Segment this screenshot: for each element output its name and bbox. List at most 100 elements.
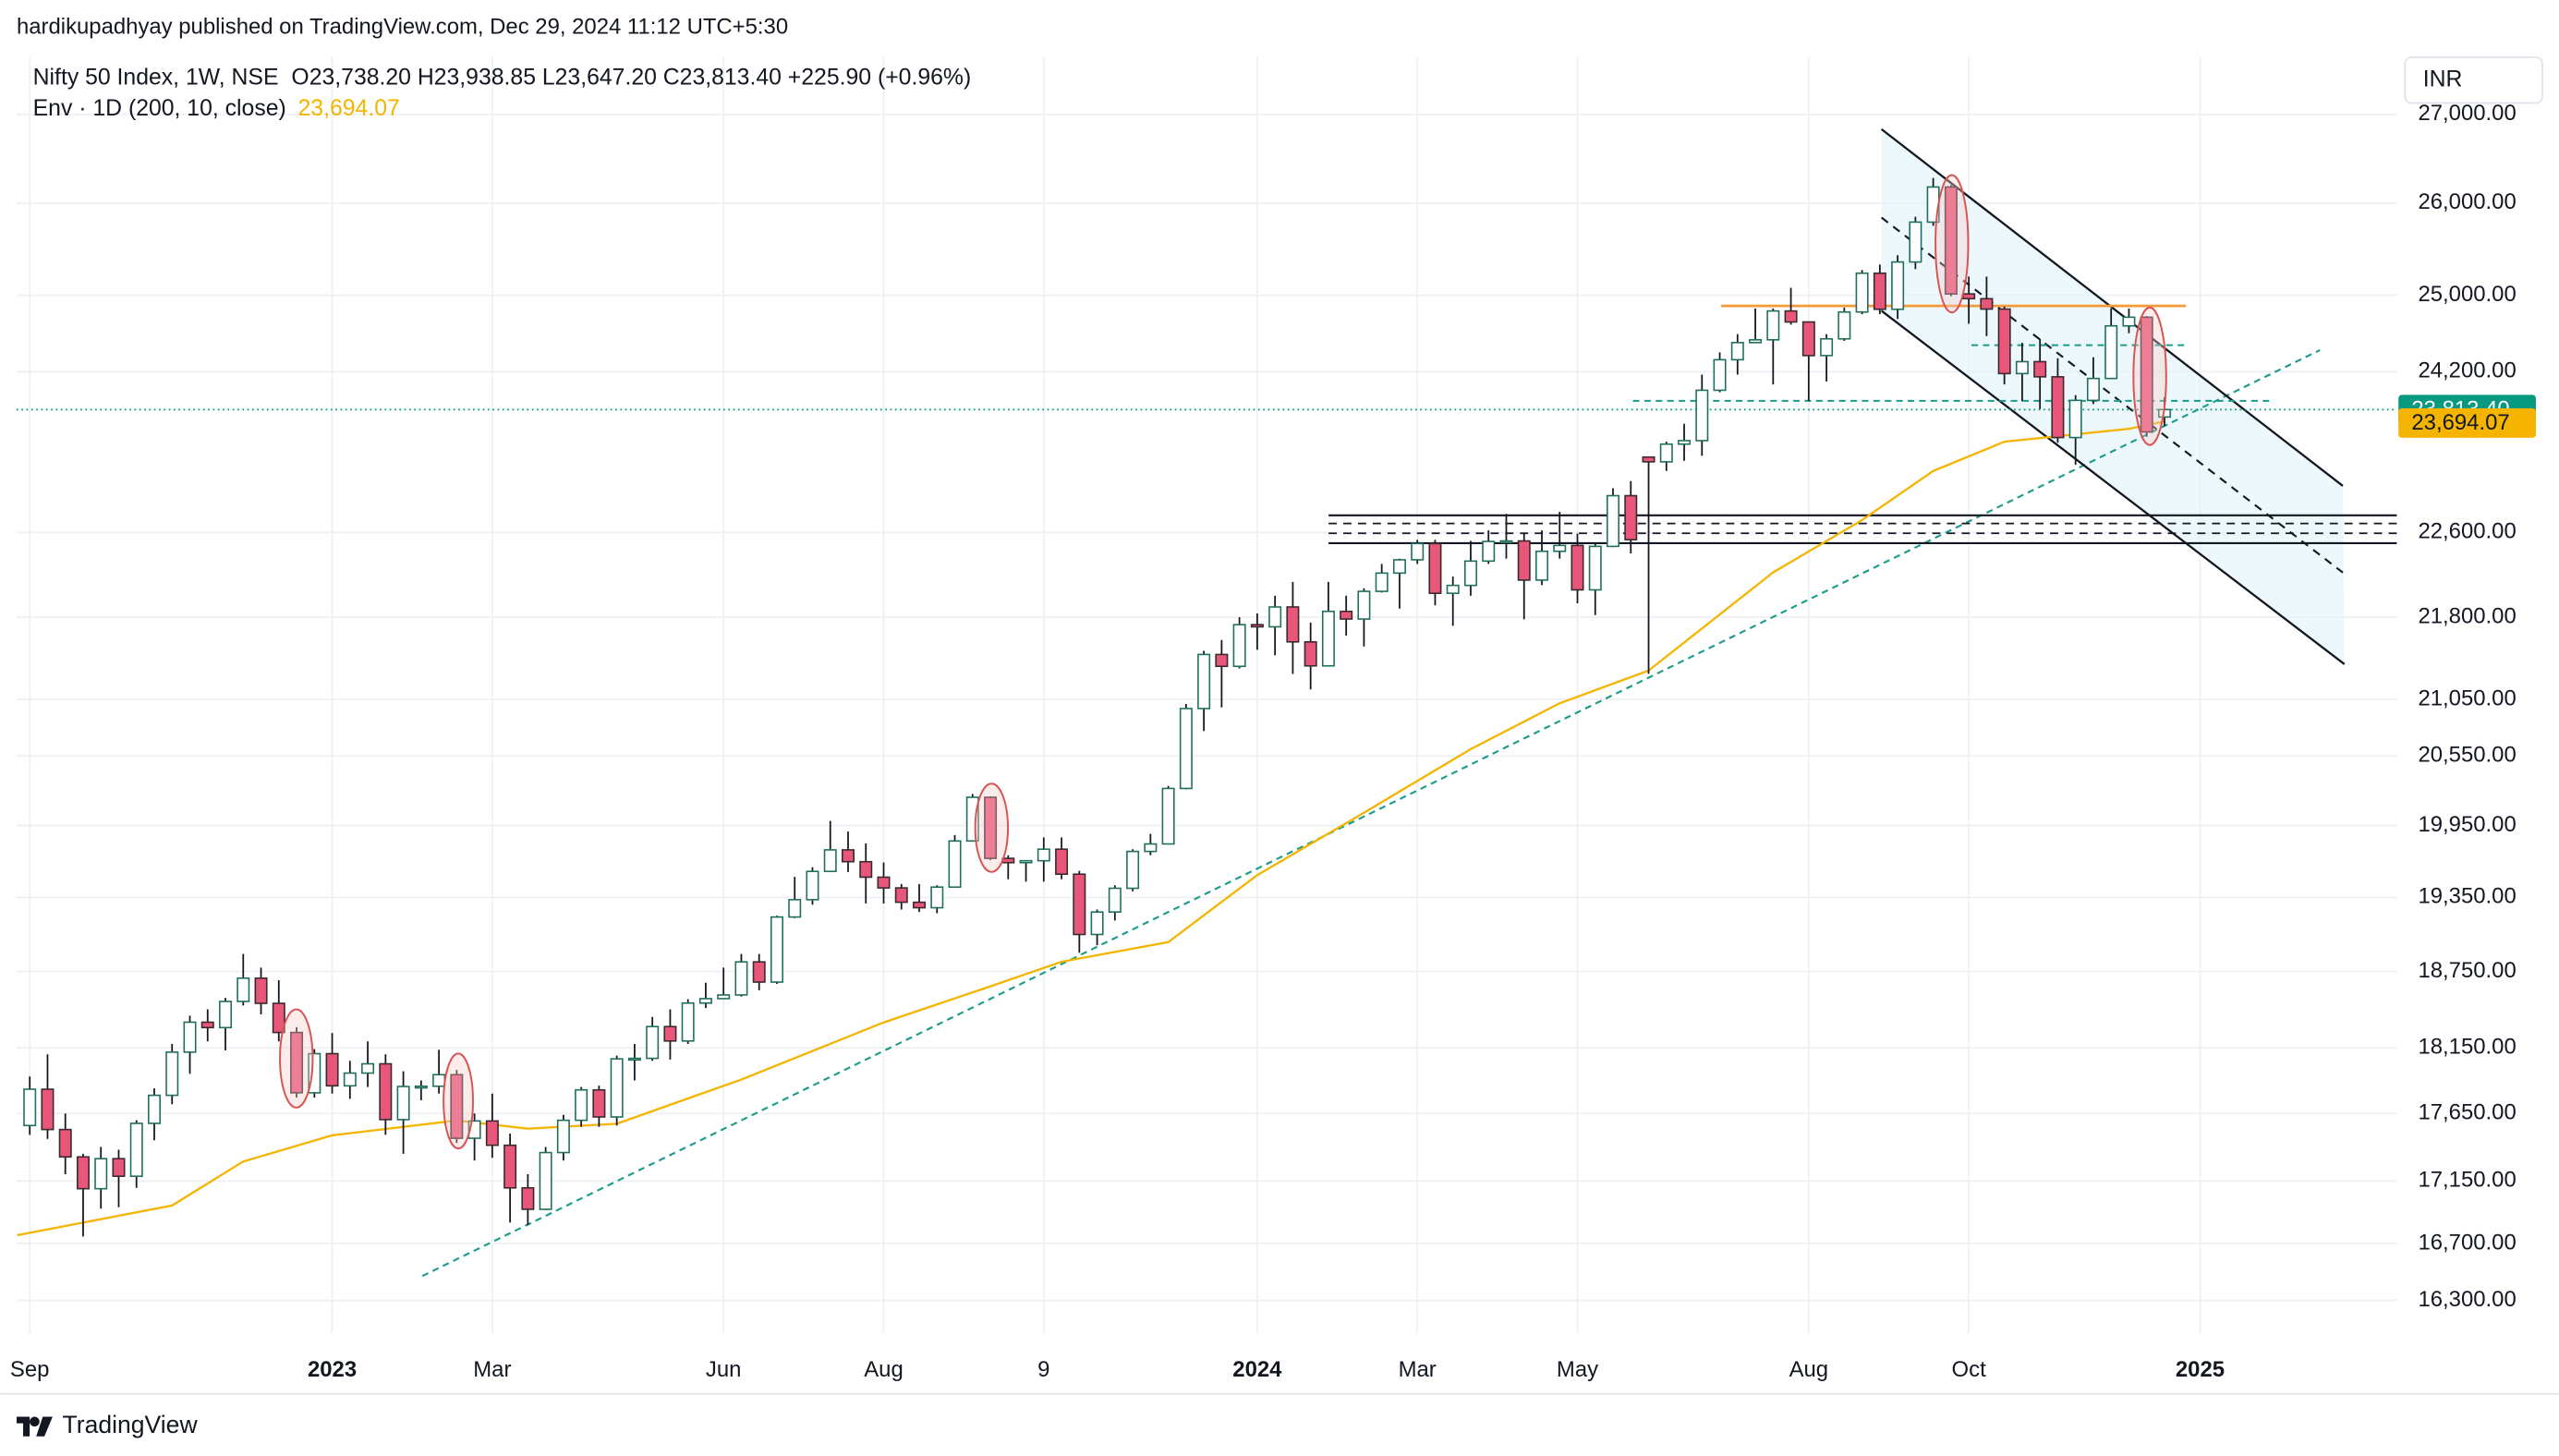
x-tick-label: 2024 xyxy=(1232,1357,1282,1382)
candle-body xyxy=(41,1088,55,1131)
candle-body xyxy=(290,1031,304,1094)
candle-body xyxy=(1304,641,1317,667)
candle-body xyxy=(1784,309,1798,323)
candle-body xyxy=(1607,494,1620,548)
candle-body xyxy=(859,860,873,879)
candle-body xyxy=(1037,848,1050,862)
candle-body xyxy=(2033,360,2047,378)
candle-body xyxy=(1340,610,1353,620)
candle-body xyxy=(2140,316,2153,433)
candle-body xyxy=(717,994,731,1000)
candle-body xyxy=(361,1062,375,1074)
candle-body xyxy=(681,1001,695,1042)
candle-body xyxy=(236,977,250,1002)
x-tick-label: 2025 xyxy=(2176,1357,2225,1382)
candle-body xyxy=(343,1072,357,1087)
candle-body xyxy=(1837,310,1851,340)
channel-upper xyxy=(1880,127,2344,487)
candle-body xyxy=(1713,358,1727,392)
candle-body xyxy=(503,1144,517,1189)
y-tick-label: 17,650.00 xyxy=(2418,1100,2516,1125)
candle-body xyxy=(58,1128,72,1159)
candle-body xyxy=(308,1052,321,1094)
candle-body xyxy=(1571,544,1584,591)
candle-body xyxy=(2122,316,2136,327)
channel-fill xyxy=(1881,128,2345,664)
y-tick-label: 17,150.00 xyxy=(2418,1168,2516,1193)
candle-body xyxy=(1997,308,2011,375)
x-tick-label: Aug xyxy=(1789,1357,1829,1382)
plot xyxy=(16,177,2397,1237)
candle-body xyxy=(1392,559,1406,575)
candle-body xyxy=(823,849,837,873)
x-tick-label: Jun xyxy=(706,1357,742,1382)
candle-body xyxy=(1855,272,1869,313)
y-tick-label: 21,800.00 xyxy=(2418,603,2516,628)
candle-body xyxy=(1286,606,1300,643)
candle-body xyxy=(610,1058,624,1118)
candle-body xyxy=(575,1088,588,1122)
candle-body xyxy=(1820,337,1834,357)
currency-box[interactable] xyxy=(2404,56,2543,104)
y-tick-label: 21,050.00 xyxy=(2418,686,2516,710)
candle-body xyxy=(379,1062,393,1121)
candle-body xyxy=(254,977,268,1004)
y-tick-label: 20,550.00 xyxy=(2418,743,2516,768)
candle-body xyxy=(806,870,819,901)
candle-body xyxy=(788,899,802,918)
indicator-tag xyxy=(2398,407,2536,438)
candle-body xyxy=(1108,887,1122,913)
candle-body xyxy=(1891,261,1905,310)
candle-body xyxy=(414,1085,428,1089)
candle-body xyxy=(1357,590,1371,620)
candle-body xyxy=(770,916,783,983)
highlight-ellipse xyxy=(974,783,1010,873)
highlight-ellipse xyxy=(1934,174,1970,314)
channel-lower xyxy=(1880,309,2346,665)
candle-body xyxy=(556,1119,570,1154)
y-tick-label: 18,750.00 xyxy=(2418,958,2516,983)
y-tick-label: 27,000.00 xyxy=(2418,101,2516,126)
candle-body xyxy=(2051,376,2065,439)
candle-body xyxy=(1678,440,1692,445)
axes: 16,300.00 16,700.00 17,150.00 17,650.00 18,1… xyxy=(10,101,2536,1382)
candle-body xyxy=(592,1088,606,1118)
x-tick-label: May xyxy=(1557,1357,1598,1382)
candle-body xyxy=(1962,293,1976,300)
x-tick-label: Sep xyxy=(10,1357,50,1382)
candle-body xyxy=(948,840,962,888)
legend-indicator-value: 23,694.07 xyxy=(298,96,400,121)
candle-body xyxy=(1428,542,1442,594)
candle-body xyxy=(129,1122,143,1177)
x-tick-label: Aug xyxy=(864,1357,904,1382)
candle-body xyxy=(877,876,891,889)
x-tick-label: Mar xyxy=(1399,1357,1437,1382)
brand: TradingView xyxy=(63,1411,199,1438)
candle-body xyxy=(663,1025,677,1042)
candle-body xyxy=(1588,545,1602,591)
x-tick-label: Mar xyxy=(473,1357,511,1382)
x-tick-label: 2023 xyxy=(308,1357,357,1382)
candle-body xyxy=(894,887,908,904)
candle-body xyxy=(734,961,748,996)
candle-body xyxy=(521,1186,535,1210)
candle-body xyxy=(325,1052,339,1087)
candle-body xyxy=(1659,443,1673,463)
y-tick-label: 25,000.00 xyxy=(2418,282,2516,307)
brand-logo xyxy=(16,1416,53,1437)
candle-body xyxy=(1215,653,1229,668)
candle-body xyxy=(200,1021,214,1029)
y-tick-label: 19,950.00 xyxy=(2418,812,2516,837)
candle-body xyxy=(539,1151,552,1210)
candle-body xyxy=(1695,389,1709,442)
candle-body xyxy=(1268,606,1282,628)
candle-body xyxy=(1250,624,1264,628)
trend-line xyxy=(421,348,2321,1278)
candle-body xyxy=(1944,186,1958,295)
candle-body xyxy=(2104,324,2118,380)
highlight-ellipse xyxy=(2132,306,2167,446)
candle-body xyxy=(1179,708,1193,790)
